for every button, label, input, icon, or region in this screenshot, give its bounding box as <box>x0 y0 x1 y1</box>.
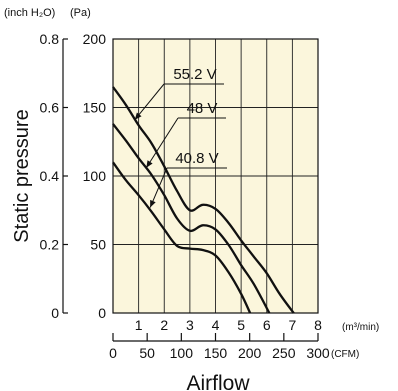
y-axis-label: Static pressure <box>11 109 33 242</box>
m3-tick-label: 8 <box>314 317 322 333</box>
left-axis-unit-inch: (inch H₂O) <box>4 7 55 19</box>
series-label-40-8-v: 40.8 V <box>175 150 218 167</box>
cfm-tick-label: 200 <box>238 345 262 361</box>
m3-tick-label: 1 <box>135 317 143 333</box>
pa-tick-label: 50 <box>90 237 106 253</box>
pa-tick-label: 0 <box>98 305 106 321</box>
inch-tick-label: 0.8 <box>40 31 60 47</box>
pa-tick-label: 150 <box>83 100 107 116</box>
m3-tick-label: 7 <box>288 317 296 333</box>
series-label-leader-55-2-v <box>134 83 165 121</box>
m3-tick-label: 2 <box>160 317 168 333</box>
series-line-55-2-v <box>112 86 295 314</box>
cfm-tick-label: 50 <box>139 345 155 361</box>
m3-unit-label: (m³/min) <box>342 322 379 333</box>
pa-tick-label: 100 <box>83 168 107 184</box>
series-label-48-v: 48 V <box>187 100 218 117</box>
inch-tick-label: 0 <box>51 305 59 321</box>
inch-tick-label: 0.2 <box>40 237 60 253</box>
series-label-55-2-v: 55.2 V <box>173 66 216 83</box>
cfm-unit-label: (CFM) <box>331 349 359 360</box>
m3-tick-label: 6 <box>263 317 271 333</box>
inch-tick-label: 0.4 <box>40 168 60 184</box>
series-label-arrowhead-48-v <box>146 160 153 168</box>
m3-tick-label: 3 <box>186 317 194 333</box>
series-label-leader-48-v <box>145 117 179 169</box>
left-axis-unit-pa: (Pa) <box>70 7 91 19</box>
m3-tick-label: 5 <box>237 317 245 333</box>
inch-tick-label: 0.6 <box>40 100 60 116</box>
pa-tick-label: 200 <box>83 31 107 47</box>
cfm-tick-label: 100 <box>170 345 194 361</box>
series-line-48-v <box>112 123 271 314</box>
plot-frame <box>112 38 319 314</box>
cfm-tick-label: 250 <box>272 345 296 361</box>
m3-tick-label: 4 <box>212 317 220 333</box>
x-axis-label: Airflow <box>186 372 250 391</box>
cfm-tick-label: 0 <box>109 345 117 361</box>
cfm-tick-label: 300 <box>306 345 330 361</box>
series-label-arrowhead-40-8-v <box>150 199 156 208</box>
cfm-tick-label: 150 <box>204 345 228 361</box>
series-line-40-8-v <box>112 161 252 314</box>
series-label-arrowhead-55-2-v <box>134 112 142 120</box>
series-label-leader-40-8-v <box>149 167 168 208</box>
